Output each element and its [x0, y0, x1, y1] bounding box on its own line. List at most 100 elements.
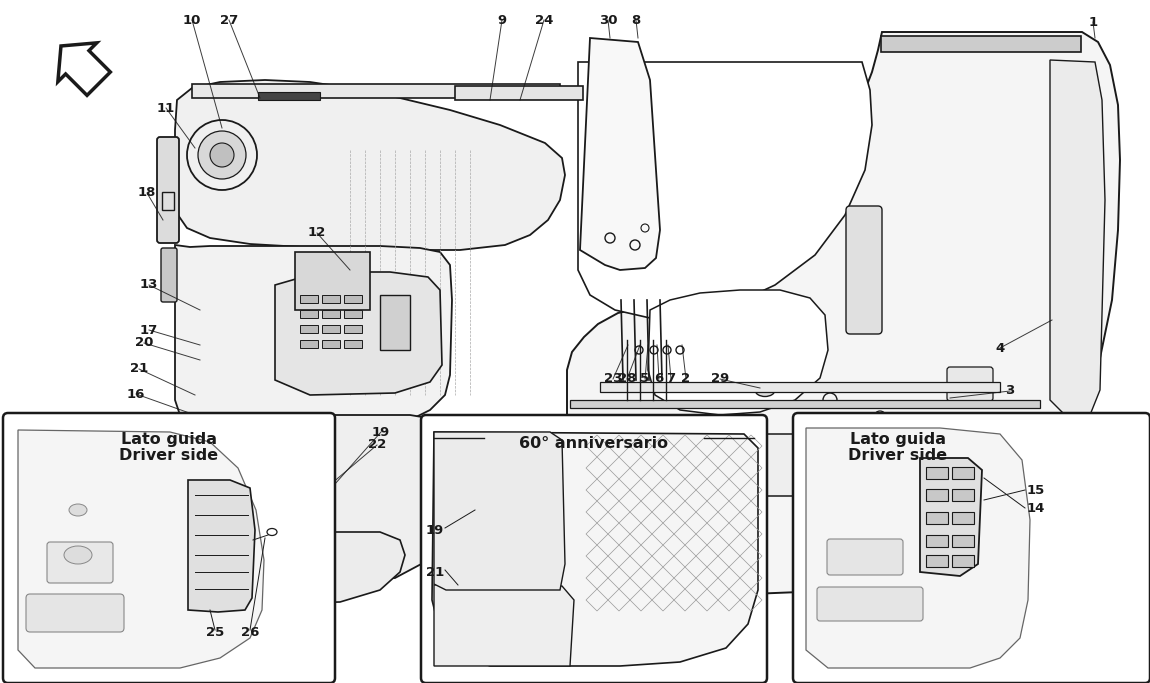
Bar: [300, 295, 319, 303]
Bar: [881, 36, 1081, 52]
Text: 2: 2: [682, 372, 690, 385]
FancyBboxPatch shape: [161, 248, 177, 302]
Polygon shape: [806, 428, 1030, 668]
Polygon shape: [275, 272, 442, 395]
Bar: [322, 340, 340, 348]
Text: 29: 29: [711, 372, 729, 385]
Text: 6: 6: [654, 372, 664, 385]
Bar: [300, 340, 319, 348]
FancyBboxPatch shape: [846, 206, 882, 334]
Bar: [952, 555, 974, 567]
Text: 8: 8: [631, 14, 641, 27]
Ellipse shape: [756, 383, 775, 397]
Text: 15: 15: [1027, 484, 1045, 497]
Bar: [300, 310, 319, 318]
Bar: [926, 467, 948, 479]
Bar: [322, 310, 340, 318]
Text: 24: 24: [535, 14, 553, 27]
Text: 19: 19: [371, 426, 390, 438]
Bar: [344, 295, 362, 303]
Bar: [162, 192, 174, 210]
Circle shape: [198, 131, 246, 179]
Text: 7: 7: [667, 372, 675, 385]
Text: 5: 5: [641, 372, 650, 385]
Ellipse shape: [64, 546, 92, 564]
Bar: [952, 512, 974, 524]
Text: 17: 17: [140, 324, 159, 337]
Polygon shape: [578, 62, 872, 318]
Text: 30: 30: [599, 14, 618, 27]
Bar: [952, 535, 974, 547]
Polygon shape: [175, 80, 565, 250]
Bar: [258, 92, 320, 100]
Text: Lato guida: Lato guida: [850, 432, 946, 447]
FancyBboxPatch shape: [816, 587, 923, 621]
Text: 16: 16: [126, 387, 145, 400]
Circle shape: [210, 143, 233, 167]
FancyBboxPatch shape: [47, 542, 113, 583]
Bar: [952, 489, 974, 501]
FancyBboxPatch shape: [793, 413, 1150, 683]
Bar: [192, 84, 560, 98]
Text: 14: 14: [1027, 501, 1045, 514]
Polygon shape: [175, 245, 452, 428]
Polygon shape: [18, 430, 264, 668]
FancyBboxPatch shape: [26, 594, 124, 632]
Text: 26: 26: [240, 626, 259, 639]
Bar: [926, 555, 948, 567]
Text: 27: 27: [220, 14, 238, 27]
Bar: [600, 382, 1000, 392]
Bar: [926, 535, 948, 547]
Polygon shape: [580, 38, 660, 270]
Polygon shape: [432, 432, 758, 666]
Polygon shape: [567, 32, 1120, 594]
Polygon shape: [434, 584, 574, 666]
Text: 12: 12: [308, 227, 327, 240]
Polygon shape: [175, 415, 450, 582]
Text: 22: 22: [368, 438, 386, 451]
Text: 3: 3: [1005, 385, 1014, 398]
Text: 20: 20: [135, 337, 153, 350]
FancyBboxPatch shape: [184, 580, 212, 602]
Bar: [322, 295, 340, 303]
Text: 10: 10: [183, 14, 201, 27]
Bar: [926, 489, 948, 501]
Text: Driver side: Driver side: [849, 448, 948, 463]
Text: 9: 9: [498, 14, 506, 27]
Bar: [455, 86, 583, 100]
Text: 28: 28: [618, 372, 636, 385]
Text: Driver side: Driver side: [120, 448, 218, 463]
Text: 60° anniversario: 60° anniversario: [520, 436, 668, 451]
Bar: [344, 310, 362, 318]
Polygon shape: [1050, 60, 1105, 420]
Bar: [296, 252, 370, 310]
Text: 23: 23: [604, 372, 622, 385]
Bar: [344, 340, 362, 348]
Polygon shape: [920, 458, 982, 576]
Circle shape: [187, 120, 256, 190]
Bar: [952, 467, 974, 479]
FancyBboxPatch shape: [827, 539, 903, 575]
FancyBboxPatch shape: [687, 434, 838, 496]
Bar: [322, 325, 340, 333]
Bar: [926, 512, 948, 524]
Text: 13: 13: [140, 279, 159, 292]
Text: Lato guida: Lato guida: [121, 432, 217, 447]
Polygon shape: [434, 432, 565, 590]
Bar: [344, 325, 362, 333]
Text: 4: 4: [996, 342, 1005, 354]
Text: 25: 25: [206, 626, 224, 639]
Bar: [380, 295, 411, 350]
Bar: [570, 400, 1040, 408]
Text: 18: 18: [138, 186, 156, 199]
Polygon shape: [647, 290, 828, 415]
Polygon shape: [175, 532, 405, 605]
FancyBboxPatch shape: [3, 413, 335, 683]
Ellipse shape: [69, 504, 87, 516]
Bar: [300, 325, 319, 333]
FancyBboxPatch shape: [421, 415, 767, 683]
Text: 21: 21: [130, 363, 148, 376]
Text: 1: 1: [1088, 16, 1097, 29]
FancyBboxPatch shape: [158, 137, 179, 243]
Text: 21: 21: [426, 566, 444, 579]
